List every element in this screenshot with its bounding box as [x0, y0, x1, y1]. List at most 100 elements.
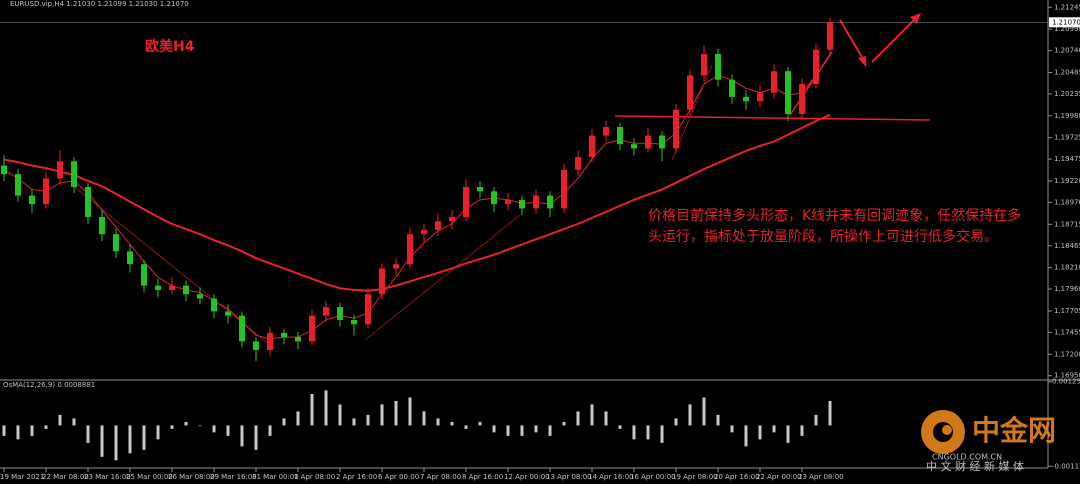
- candle-body: [85, 186, 91, 218]
- annotation-box: 价格目前保持多头形态，K线并未有回调迹象，任然保持在多头运行，指标处于放量阶段，…: [648, 208, 1022, 245]
- candle-body: [295, 337, 301, 342]
- x-tick-label: 19 Apr 08:00: [672, 473, 718, 481]
- osma-bar: [72, 418, 76, 426]
- candle-body: [771, 71, 777, 93]
- osma-bar: [730, 425, 734, 433]
- candle-body: [519, 199, 525, 209]
- osma-bar: [632, 425, 636, 440]
- y-tick-label: 1.18715: [1054, 220, 1080, 228]
- osma-bar: [716, 414, 720, 426]
- candle-body: [71, 161, 77, 187]
- y-tick-label: 0.00125: [1052, 378, 1080, 386]
- x-tick-label: 7 Apr 08:00: [420, 473, 461, 481]
- y-tick-label: 1.17455: [1054, 328, 1080, 336]
- osma-bar: [674, 418, 678, 426]
- x-tick-label: 14 Apr 16:00: [588, 473, 634, 481]
- candle-body: [407, 234, 413, 265]
- candle-body: [393, 264, 399, 269]
- osma-bar: [184, 421, 188, 426]
- y-tick-label: 1.17960: [1054, 285, 1080, 293]
- x-tick-label: 22 Apr 00:00: [756, 473, 802, 481]
- osma-bar: [464, 425, 468, 429]
- osma-bar: [58, 414, 62, 426]
- y-tick-label: 1.19725: [1054, 134, 1080, 142]
- candle-body: [183, 285, 189, 295]
- arrow-head: [910, 13, 921, 24]
- osma-bar: [86, 425, 90, 443]
- x-tick-label: 29 Mar 16:00: [210, 473, 257, 481]
- x-tick-label: 12 Apr 00:00: [504, 473, 550, 481]
- candle-body: [645, 135, 651, 149]
- osma-bar: [744, 425, 748, 447]
- x-tick-label: 20 Apr 16:00: [714, 473, 760, 481]
- arrow-head: [858, 56, 866, 67]
- osma-bar: [296, 411, 300, 426]
- candle-body: [99, 217, 105, 235]
- osma-bar: [576, 411, 580, 426]
- x-tick-label: 8 Apr 16:00: [462, 473, 503, 481]
- candle-body: [239, 315, 245, 342]
- y-tick-label: 1.21245: [1054, 3, 1080, 11]
- candle-body: [379, 268, 385, 295]
- osma-bar: [548, 425, 552, 436]
- y-tick-label: 1.19980: [1054, 112, 1080, 120]
- osma-bar: [30, 425, 34, 436]
- candle-body: [463, 186, 469, 218]
- osma-bar: [114, 425, 118, 461]
- arrow: [871, 15, 919, 63]
- x-tick-label: 6 Apr 00:00: [378, 473, 419, 481]
- osma-bar: [380, 404, 384, 426]
- y-tick-label: 1.19220: [1054, 177, 1080, 185]
- candle-body: [337, 307, 343, 320]
- osma-bar: [436, 418, 440, 426]
- y-tick-label: 1.18465: [1054, 242, 1080, 250]
- candle-body: [659, 135, 665, 149]
- osma-bar: [408, 397, 412, 426]
- candle-body: [211, 298, 217, 312]
- osma-bar: [618, 425, 622, 429]
- osma-bar: [44, 425, 48, 429]
- candle-body: [617, 126, 623, 145]
- osma-bar: [520, 425, 524, 436]
- candle-body: [365, 294, 371, 325]
- osma-bar: [212, 425, 216, 433]
- osma-bar: [254, 425, 258, 450]
- last-price-label: 1.21070: [1052, 18, 1080, 26]
- osma-bar: [562, 421, 566, 426]
- osma-bar: [100, 425, 104, 457]
- y-tick-label: -0.00117: [1052, 462, 1080, 470]
- candle-body: [141, 264, 147, 286]
- osma-bar: [282, 418, 286, 426]
- candle-body: [673, 109, 679, 149]
- candle-body: [827, 22, 833, 50]
- osma-bar: [268, 425, 272, 436]
- osma-title: OsMA(12,26,9) 0.0008881: [3, 381, 95, 389]
- candle-body: [169, 285, 175, 290]
- arrow: [839, 19, 867, 65]
- y-tick-label: 1.20485: [1054, 68, 1080, 76]
- candle-body: [225, 311, 231, 316]
- osma-bar: [170, 425, 174, 429]
- y-tick-label: 1.20990: [1054, 25, 1080, 33]
- candle-body: [785, 71, 791, 115]
- osma-bar: [156, 425, 160, 440]
- moving-average: [3, 114, 831, 292]
- candle-body: [491, 191, 497, 205]
- osma-bar: [534, 425, 538, 433]
- osma-bar: [324, 390, 328, 426]
- candle-body: [575, 156, 581, 170]
- y-tick-label: 1.20740: [1054, 47, 1080, 55]
- candle-body: [197, 294, 203, 299]
- candle-body: [449, 217, 455, 222]
- x-tick-label: 19 Mar 2021: [0, 473, 44, 481]
- annotation: 价格目前保持多头形态，K线并未有回调迹象，任然保持在多头运行，指标处于放量阶段，…: [648, 208, 1022, 245]
- x-tick-label: 13 Apr 08:00: [546, 473, 592, 481]
- y-tick-label: 1.17705: [1054, 307, 1080, 315]
- candle-body: [687, 75, 693, 110]
- candle-body: [29, 195, 35, 205]
- y-tick-label: 1.20235: [1054, 90, 1080, 98]
- x-tick-label: 1 Apr 08:00: [294, 473, 335, 481]
- osma-bar: [352, 418, 356, 426]
- osma-bar: [772, 425, 776, 433]
